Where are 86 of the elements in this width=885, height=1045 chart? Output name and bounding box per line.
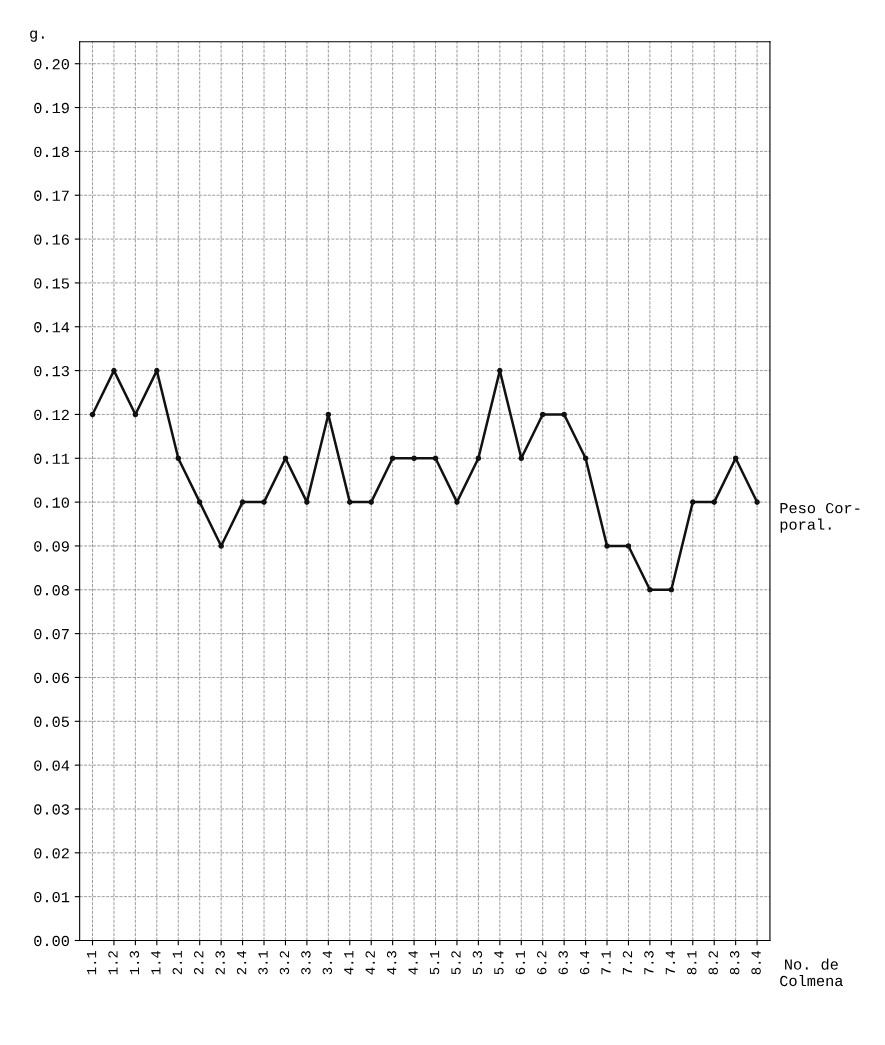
y-tick-label: 0.10 (34, 497, 69, 508)
point (389, 455, 396, 462)
x-tick-label: 4.1 (344, 950, 354, 975)
x-tick-label: 2.1 (172, 950, 182, 975)
x-tick-label: 2.4 (236, 950, 247, 975)
point (239, 499, 246, 505)
point (196, 499, 203, 505)
x-tick-label: 5.1 (429, 950, 440, 975)
x-tick-label: 7.3 (644, 951, 654, 975)
y-tick-label: 0.18 (34, 146, 69, 158)
x-tick-label: 3.1 (258, 950, 268, 975)
x-tick-label: 4.4 (408, 950, 418, 975)
point (432, 455, 439, 462)
point (582, 455, 589, 462)
point (754, 499, 760, 505)
x-tick-label: 8.3 (729, 951, 740, 975)
point (518, 455, 525, 462)
point (218, 543, 224, 549)
point (175, 455, 182, 462)
x-tick-label: 4.3 (386, 951, 397, 975)
y-tick-label: 0.13 (34, 365, 69, 377)
x-tick-label: 5.2 (451, 951, 461, 975)
point (475, 455, 482, 462)
x-tick-label: 1.1 (86, 950, 97, 975)
y-tick-label: 0.19 (34, 102, 69, 114)
x-tick-label: 1.2 (108, 951, 118, 975)
point (604, 543, 610, 549)
annotation: Peso Cor- poral. (780, 502, 860, 533)
y-tick-label: 0.12 (34, 409, 69, 421)
point (368, 499, 374, 505)
x-tick-label: 3.3 (301, 951, 311, 975)
x-tick-label: 4.2 (365, 951, 375, 975)
y-tick-label: 0.20 (34, 59, 69, 70)
x-tick-label: 8.2 (708, 951, 718, 975)
x-tick-label: 1.3 (129, 951, 140, 975)
x-tick-label: 6.1 (515, 950, 525, 975)
x-tick-label: 2.3 (215, 951, 225, 975)
point (325, 411, 332, 418)
y-tick-label: 0.01 (34, 891, 70, 903)
x-tick-label: 6.2 (537, 951, 547, 975)
x-tick-label: 7.4 (665, 950, 675, 975)
x-tick-label: 3.4 (322, 950, 333, 975)
point (154, 367, 160, 374)
y-tick-label: 0.07 (34, 628, 69, 640)
x-tick-label: 5.4 (494, 950, 504, 975)
y-tick-label: 0.14 (34, 322, 70, 333)
point (497, 367, 503, 374)
point (689, 499, 696, 505)
x-tick-label: 2.2 (194, 951, 204, 975)
x-tick-label: 7.2 (622, 951, 633, 975)
point (668, 587, 675, 593)
x-tick-label: 6.4 (579, 950, 590, 975)
point (304, 499, 310, 505)
point (625, 543, 632, 549)
y-tick-label: 0.03 (34, 804, 69, 815)
x-tick-label: 8.4 (751, 950, 761, 975)
point (411, 455, 417, 462)
point (539, 411, 546, 418)
y-tick-label: 0.11 (34, 453, 70, 464)
y-tick-label: 0.06 (34, 672, 69, 684)
point (111, 367, 117, 374)
x-tick-label: 6.3 (558, 951, 568, 975)
y-tick-label: 0.08 (34, 585, 69, 596)
y-tick-label: 0.17 (34, 190, 69, 201)
point (346, 499, 353, 505)
y-tick-label: 0.16 (34, 234, 69, 245)
x-tick-label: 7.1 (601, 950, 611, 975)
y-tick-label: 0.00 (34, 935, 69, 947)
x-tick-label: 5.3 (472, 951, 483, 975)
y-tick-label: 0.09 (34, 541, 69, 552)
y-tick-label: 0.04 (34, 760, 70, 771)
point (561, 411, 567, 418)
x-tick-label: 8.1 (687, 950, 697, 975)
x-tick-label: 3.2 (279, 951, 290, 975)
y-tick-label: 0.05 (34, 716, 69, 727)
y-axis-title: g. (30, 30, 44, 42)
point (89, 411, 96, 418)
y-tick-label: 0.15 (34, 278, 69, 289)
point (711, 499, 717, 505)
point (454, 499, 460, 505)
x-tick-label: 1.4 (151, 950, 161, 975)
point (261, 499, 267, 505)
point (647, 587, 653, 593)
y-tick-label: 0.02 (34, 848, 69, 859)
x-axis-title: No. de Colmena (780, 958, 843, 987)
point (132, 411, 139, 418)
